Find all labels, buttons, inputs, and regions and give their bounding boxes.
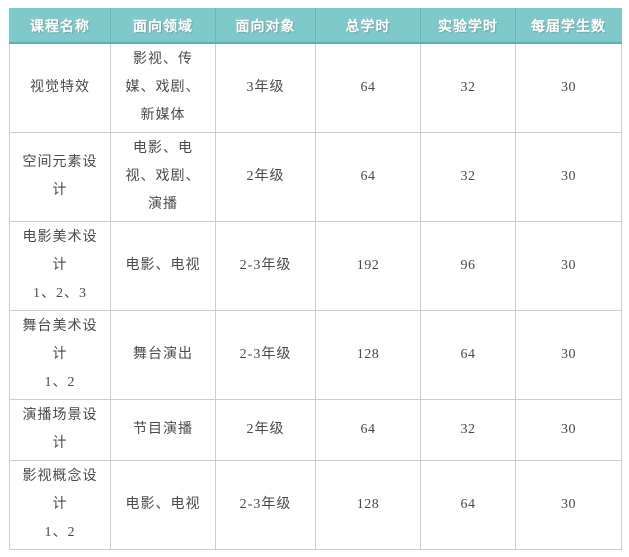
course-name-line: 电影美术设计 [22,230,98,273]
course-name-cell: 电影美术设计 1、2、3 [9,221,111,311]
lab-hours-cell: 96 [420,221,516,311]
course-name-line: 舞台美术设计 [22,319,98,362]
field-cell: 电影、电视、戏剧、演播 [110,132,216,222]
course-name-cell: 空间元素设计 [9,132,111,222]
field-cell: 电影、电视 [110,221,216,311]
total-hours-cell: 128 [315,460,421,550]
target-cell: 2-3年级 [215,310,316,400]
field-cell: 舞台演出 [110,310,216,400]
total-hours-cell: 192 [315,221,421,311]
students-cell: 30 [515,132,622,222]
lab-hours-cell: 32 [420,132,516,222]
header-cell-2: 面向对象 [215,8,316,44]
course-name-line: 影视概念设计 [22,469,98,512]
course-name-line: 1、2、3 [33,286,87,301]
total-hours-cell: 64 [315,132,421,222]
course-name-line: 演播场景设计 [22,408,98,451]
course-name-cell: 影视概念设计 1、2 [9,460,111,550]
course-name-line: 1、2 [44,375,76,390]
students-cell: 30 [515,221,622,311]
table-row: 电影美术设计 1、2、3 电影、电视 2-3年级 192 96 30 [9,221,622,311]
field-cell: 电影、电视 [110,460,216,550]
course-name-cell: 视觉特效 [9,42,111,133]
table-row: 影视概念设计 1、2 电影、电视 2-3年级 128 64 30 [9,460,622,550]
total-hours-cell: 64 [315,399,421,461]
students-cell: 30 [515,42,622,133]
table-row: 空间元素设计 电影、电视、戏剧、演播 2年级 64 32 30 [9,132,622,222]
header-cell-4: 实验学时 [420,8,516,44]
total-hours-cell: 64 [315,42,421,133]
students-cell: 30 [515,310,622,400]
header-cell-1: 面向领域 [110,8,216,44]
field-cell: 影视、传媒、戏剧、新媒体 [110,42,216,133]
course-name-cell: 演播场景设计 [9,399,111,461]
course-name-line: 空间元素设计 [22,155,98,198]
header-cell-3: 总学时 [315,8,421,44]
table-row: 演播场景设计 节目演播 2年级 64 32 30 [9,399,622,461]
course-name-line: 1、2 [44,525,76,540]
target-cell: 2年级 [215,132,316,222]
lab-hours-cell: 64 [420,310,516,400]
header-cell-0: 课程名称 [9,8,111,44]
header-cell-5: 每届学生数 [515,8,622,44]
course-name-line: 视觉特效 [30,80,90,95]
header-row: 课程名称 面向领域 面向对象 总学时 实验学时 每届学生数 [9,8,622,44]
table-row: 舞台美术设计 1、2 舞台演出 2-3年级 128 64 30 [9,310,622,400]
lab-hours-cell: 32 [420,399,516,461]
course-name-cell: 舞台美术设计 1、2 [9,310,111,400]
target-cell: 2-3年级 [215,221,316,311]
target-cell: 3年级 [215,42,316,133]
table-row: 视觉特效 影视、传媒、戏剧、新媒体 3年级 64 32 30 [9,42,622,133]
target-cell: 2年级 [215,399,316,461]
lab-hours-cell: 32 [420,42,516,133]
course-table: 课程名称 面向领域 面向对象 总学时 实验学时 每届学生数 视觉特效 影视、传媒、戏剧、新媒… [9,8,622,550]
table-body: 视觉特效 影视、传媒、戏剧、新媒体 3年级 64 32 30 空间元素设计 电影、电视、戏剧、… [9,42,622,550]
students-cell: 30 [515,399,622,461]
lab-hours-cell: 64 [420,460,516,550]
total-hours-cell: 128 [315,310,421,400]
field-cell: 节目演播 [110,399,216,461]
students-cell: 30 [515,460,622,550]
target-cell: 2-3年级 [215,460,316,550]
